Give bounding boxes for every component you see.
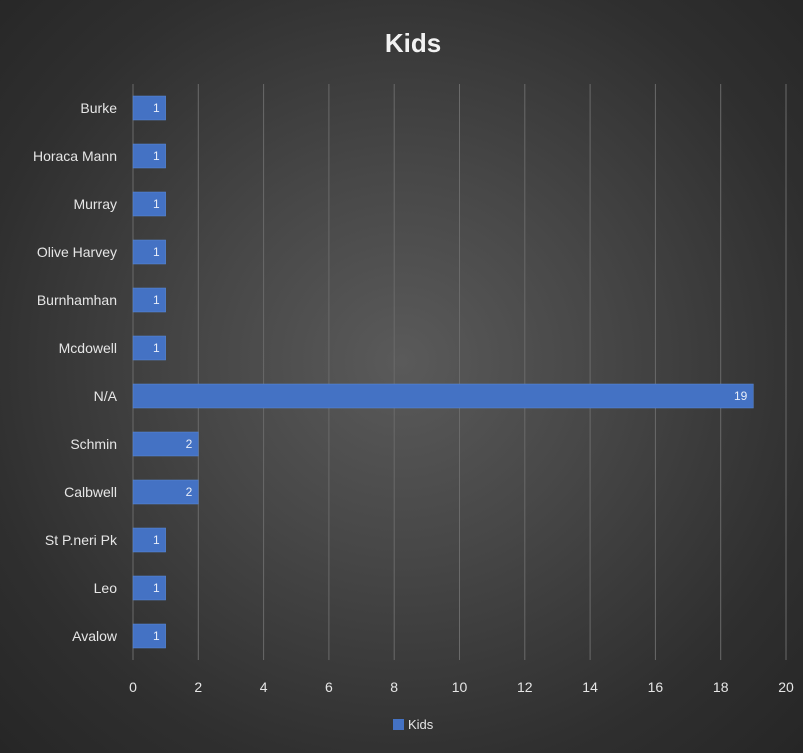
bar <box>132 575 166 601</box>
bar <box>132 383 754 409</box>
x-tick-label: 14 <box>582 679 598 695</box>
category-label: Avalow <box>72 628 118 644</box>
x-tick-label: 0 <box>129 679 137 695</box>
bar <box>132 479 199 505</box>
category-label: Calbwell <box>64 484 117 500</box>
legend-swatch <box>393 719 404 730</box>
category-label: Horaca Mann <box>33 148 117 164</box>
bar <box>132 287 166 313</box>
data-label: 1 <box>153 341 160 355</box>
legend-label: Kids <box>408 717 434 732</box>
x-tick-label: 12 <box>517 679 533 695</box>
category-label: Mcdowell <box>59 340 117 356</box>
x-tick-label: 18 <box>713 679 729 695</box>
x-tick-label: 20 <box>778 679 794 695</box>
data-label: 19 <box>734 389 748 403</box>
category-label: Leo <box>94 580 118 596</box>
bar <box>132 527 166 553</box>
x-tick-label: 4 <box>260 679 268 695</box>
data-label: 1 <box>153 245 160 259</box>
data-label: 1 <box>153 101 160 115</box>
bar <box>132 623 166 649</box>
category-labels: Burke Horaca Mann Murray Olive Harvey Burnha… <box>33 100 118 644</box>
category-label: Murray <box>73 196 117 212</box>
bar <box>132 95 166 121</box>
data-label: 1 <box>153 293 160 307</box>
x-axis-ticks: 0 2 4 6 8 10 12 14 16 18 20 <box>129 679 794 695</box>
category-label: Schmin <box>70 436 117 452</box>
data-label: 2 <box>186 437 193 451</box>
x-tick-label: 16 <box>648 679 664 695</box>
bar <box>132 431 199 457</box>
data-label: 1 <box>153 149 160 163</box>
data-label: 1 <box>153 581 160 595</box>
data-label: 1 <box>153 629 160 643</box>
bars: 1 1 1 1 1 1 19 2 2 1 1 1 <box>132 95 754 649</box>
gridlines <box>132 84 787 660</box>
chart-title: Kids <box>385 28 441 58</box>
x-tick-label: 6 <box>325 679 333 695</box>
category-label: Burke <box>80 100 117 116</box>
data-label: 2 <box>186 485 193 499</box>
bar <box>132 335 166 361</box>
category-label: Burnhamhan <box>37 292 117 308</box>
bar <box>132 191 166 217</box>
category-label: St P.neri Pk <box>45 532 118 548</box>
category-label: Olive Harvey <box>37 244 117 260</box>
category-label: N/A <box>94 388 118 404</box>
bar <box>132 143 166 169</box>
data-label: 1 <box>153 197 160 211</box>
data-label: 1 <box>153 533 160 547</box>
x-tick-label: 2 <box>194 679 202 695</box>
bar <box>132 239 166 265</box>
x-tick-label: 10 <box>452 679 468 695</box>
legend: Kids <box>393 717 434 732</box>
x-tick-label: 8 <box>390 679 398 695</box>
